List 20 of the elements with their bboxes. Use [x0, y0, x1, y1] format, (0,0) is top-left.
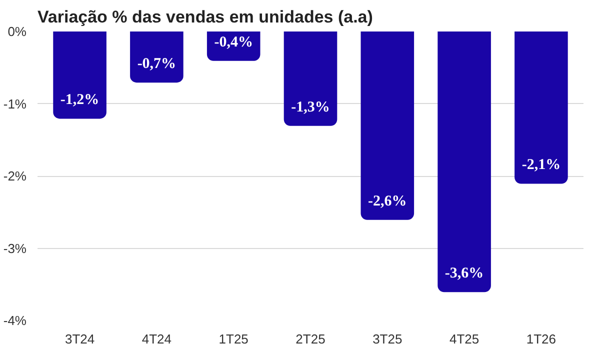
x-tick-label: 3T24 [64, 332, 95, 346]
chart-title: Variação % das vendas em unidades (a.a) [38, 8, 373, 26]
y-tick-label: -1% [3, 96, 27, 112]
x-tick-label: 4T25 [449, 332, 480, 346]
y-tick-label: -2% [3, 168, 27, 184]
y-tick-label: -4% [3, 313, 27, 328]
x-tick-label: 1T25 [218, 332, 248, 346]
data-label: -0,4% [214, 34, 253, 50]
y-tick-label: -3% [3, 240, 27, 256]
x-tick-label: 2T25 [296, 332, 326, 346]
x-tick-label: 1T26 [526, 332, 556, 346]
data-label: -1,2% [60, 92, 100, 108]
data-label: -1,3% [291, 99, 330, 116]
data-label: -2,6% [368, 193, 407, 210]
y-tick-label: 0% [8, 24, 27, 39]
data-label: -3,6% [444, 266, 484, 282]
x-tick-label: 4T24 [142, 332, 172, 346]
x-tick-label: 3T25 [372, 332, 402, 346]
data-label: -2,1% [522, 157, 561, 174]
data-label: -0,7% [137, 56, 176, 72]
